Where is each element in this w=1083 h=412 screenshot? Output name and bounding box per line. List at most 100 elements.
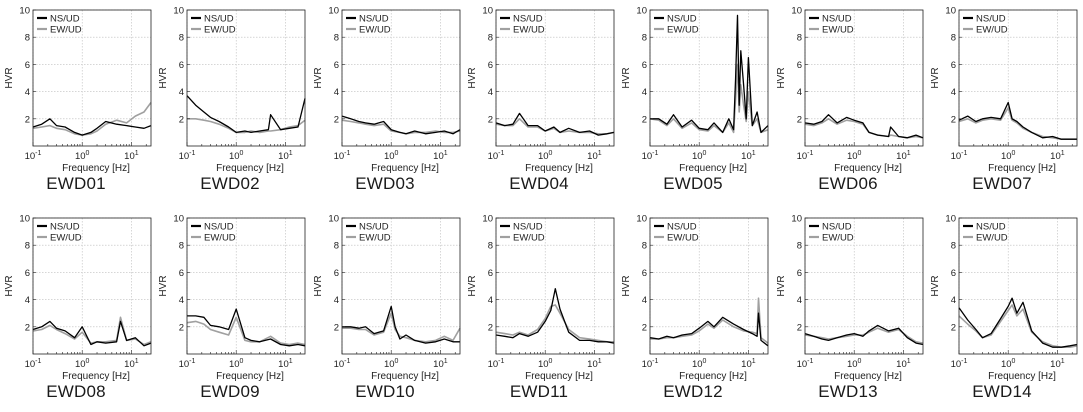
x-tick-exponent: 0 [395, 358, 399, 365]
y-tick-label: 10 [791, 214, 802, 225]
x-tick-exponent: 0 [86, 150, 90, 157]
x-tick-base: 10 [278, 359, 289, 370]
hvr-chart-panel: 2 4 6 8 10 HVR 10-1 100 101 Frequency [Hz] NS/UD EW… [154, 4, 306, 204]
x-tick-label: 101 [741, 358, 756, 370]
x-axis-label: Frequency [Hz] [525, 163, 593, 174]
x-tick-label: 101 [278, 358, 293, 370]
plot-frame [958, 9, 1078, 147]
x-tick-base: 10 [75, 151, 86, 162]
x-tick-base: 10 [951, 151, 962, 162]
legend-label: NS/UD [50, 14, 80, 25]
x-tick-exponent: 1 [135, 358, 139, 365]
hvr-chart-panel: 2 4 6 8 10 HVR 10-1 100 101 Frequency [Hz] NS/UD EW… [0, 212, 152, 412]
x-axis-label: Frequency [Hz] [371, 371, 439, 382]
ns-ud-series-line [342, 305, 460, 344]
ns-ud-series-line [958, 297, 1078, 348]
x-tick-label: 10-1 [642, 358, 659, 370]
y-tick-label: 8 [642, 241, 647, 252]
hvr-panel-grid: 2 4 6 8 10 HVR 10-1 100 101 Frequency [Hz] NS/UD EW… [0, 4, 1078, 401]
x-axis-label: Frequency [Hz] [679, 371, 747, 382]
x-axis-label: Frequency [Hz] [679, 163, 747, 174]
plot-frame [804, 217, 924, 355]
panel-title: EWD02 [200, 174, 260, 193]
y-tick-label: 8 [951, 241, 956, 252]
x-tick-base: 10 [587, 359, 598, 370]
x-tick-base: 10 [1050, 359, 1061, 370]
y-tick-label: 6 [797, 60, 802, 71]
legend-label: EW/UD [667, 233, 699, 244]
ew-ud-series-line [32, 102, 152, 136]
y-tick-label: 4 [797, 87, 802, 98]
y-tick-label: 4 [334, 87, 339, 98]
y-axis-label: HVR [4, 275, 15, 296]
ns-ud-series-line [495, 288, 615, 344]
x-tick-label: 10-1 [179, 358, 196, 370]
x-tick-label: 101 [433, 150, 448, 162]
x-tick-base: 10 [741, 151, 752, 162]
legend-label: EW/UD [50, 25, 82, 36]
y-tick-label: 4 [25, 87, 30, 98]
y-tick-label: 10 [19, 6, 30, 17]
legend-label: EW/UD [513, 25, 545, 36]
y-tick-label: 2 [642, 322, 647, 333]
y-tick-label: 2 [951, 322, 956, 333]
x-tick-label: 100 [75, 358, 90, 370]
x-axis-label: Frequency [Hz] [62, 163, 130, 174]
x-axis-label: Frequency [Hz] [216, 371, 284, 382]
plot-area [496, 218, 614, 354]
ns-ud-series-line [804, 114, 924, 139]
x-tick-base: 10 [229, 359, 240, 370]
x-tick-exponent: 0 [549, 358, 553, 365]
legend-label: NS/UD [976, 222, 1006, 233]
x-tick-base: 10 [896, 359, 907, 370]
y-tick-label: 10 [328, 214, 339, 225]
x-tick-base: 10 [384, 359, 395, 370]
legend-label: NS/UD [513, 14, 543, 25]
x-tick-label: 10-1 [25, 150, 42, 162]
y-axis-label: HVR [158, 67, 169, 88]
x-tick-base: 10 [587, 151, 598, 162]
x-tick-label: 10-1 [25, 358, 42, 370]
hvr-chart-panel: 2 4 6 8 10 HVR 10-1 100 101 Frequency [Hz] NS/UD EW… [0, 4, 152, 204]
x-tick-base: 10 [538, 151, 549, 162]
legend-label: NS/UD [822, 222, 852, 233]
y-tick-label: 6 [488, 268, 493, 279]
x-tick-label: 100 [75, 150, 90, 162]
panel-title: EWD03 [355, 174, 415, 193]
legend-label: NS/UD [667, 14, 697, 25]
x-tick-label: 100 [229, 150, 244, 162]
y-tick-label: 8 [25, 241, 30, 252]
plot-frame [186, 9, 306, 147]
x-tick-exponent: -1 [344, 358, 350, 365]
x-tick-label: 100 [1001, 358, 1016, 370]
y-tick-label: 6 [951, 60, 956, 71]
x-tick-base: 10 [278, 151, 289, 162]
x-tick-base: 10 [1001, 151, 1012, 162]
x-tick-label: 101 [587, 150, 602, 162]
x-tick-label: 100 [847, 358, 862, 370]
x-tick-exponent: -1 [189, 150, 195, 157]
x-tick-base: 10 [334, 151, 345, 162]
legend-label: NS/UD [667, 222, 697, 233]
x-tick-label: 101 [896, 150, 911, 162]
x-tick-base: 10 [25, 359, 36, 370]
x-tick-label: 100 [538, 150, 553, 162]
y-axis-label: HVR [467, 275, 478, 296]
hvr-chart-panel: 2 4 6 8 10 HVR 10-1 100 101 Frequency [Hz] NS/UD EW… [772, 4, 924, 204]
x-tick-base: 10 [124, 359, 135, 370]
x-tick-exponent: 1 [752, 150, 756, 157]
x-tick-exponent: 0 [703, 358, 707, 365]
plot-frame [32, 9, 152, 147]
y-tick-label: 10 [945, 6, 956, 17]
hvr-chart-panel: 2 4 6 8 10 HVR 10-1 100 101 Frequency [Hz] NS/UD EW… [617, 4, 769, 204]
y-tick-label: 4 [951, 87, 956, 98]
x-tick-exponent: -1 [498, 358, 504, 365]
legend-label: EW/UD [204, 25, 236, 36]
legend-label: EW/UD [822, 25, 854, 36]
legend-label: NS/UD [204, 14, 234, 25]
x-tick-label: 101 [124, 358, 139, 370]
